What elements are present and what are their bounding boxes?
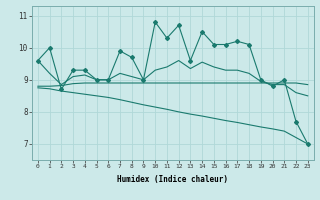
X-axis label: Humidex (Indice chaleur): Humidex (Indice chaleur): [117, 175, 228, 184]
